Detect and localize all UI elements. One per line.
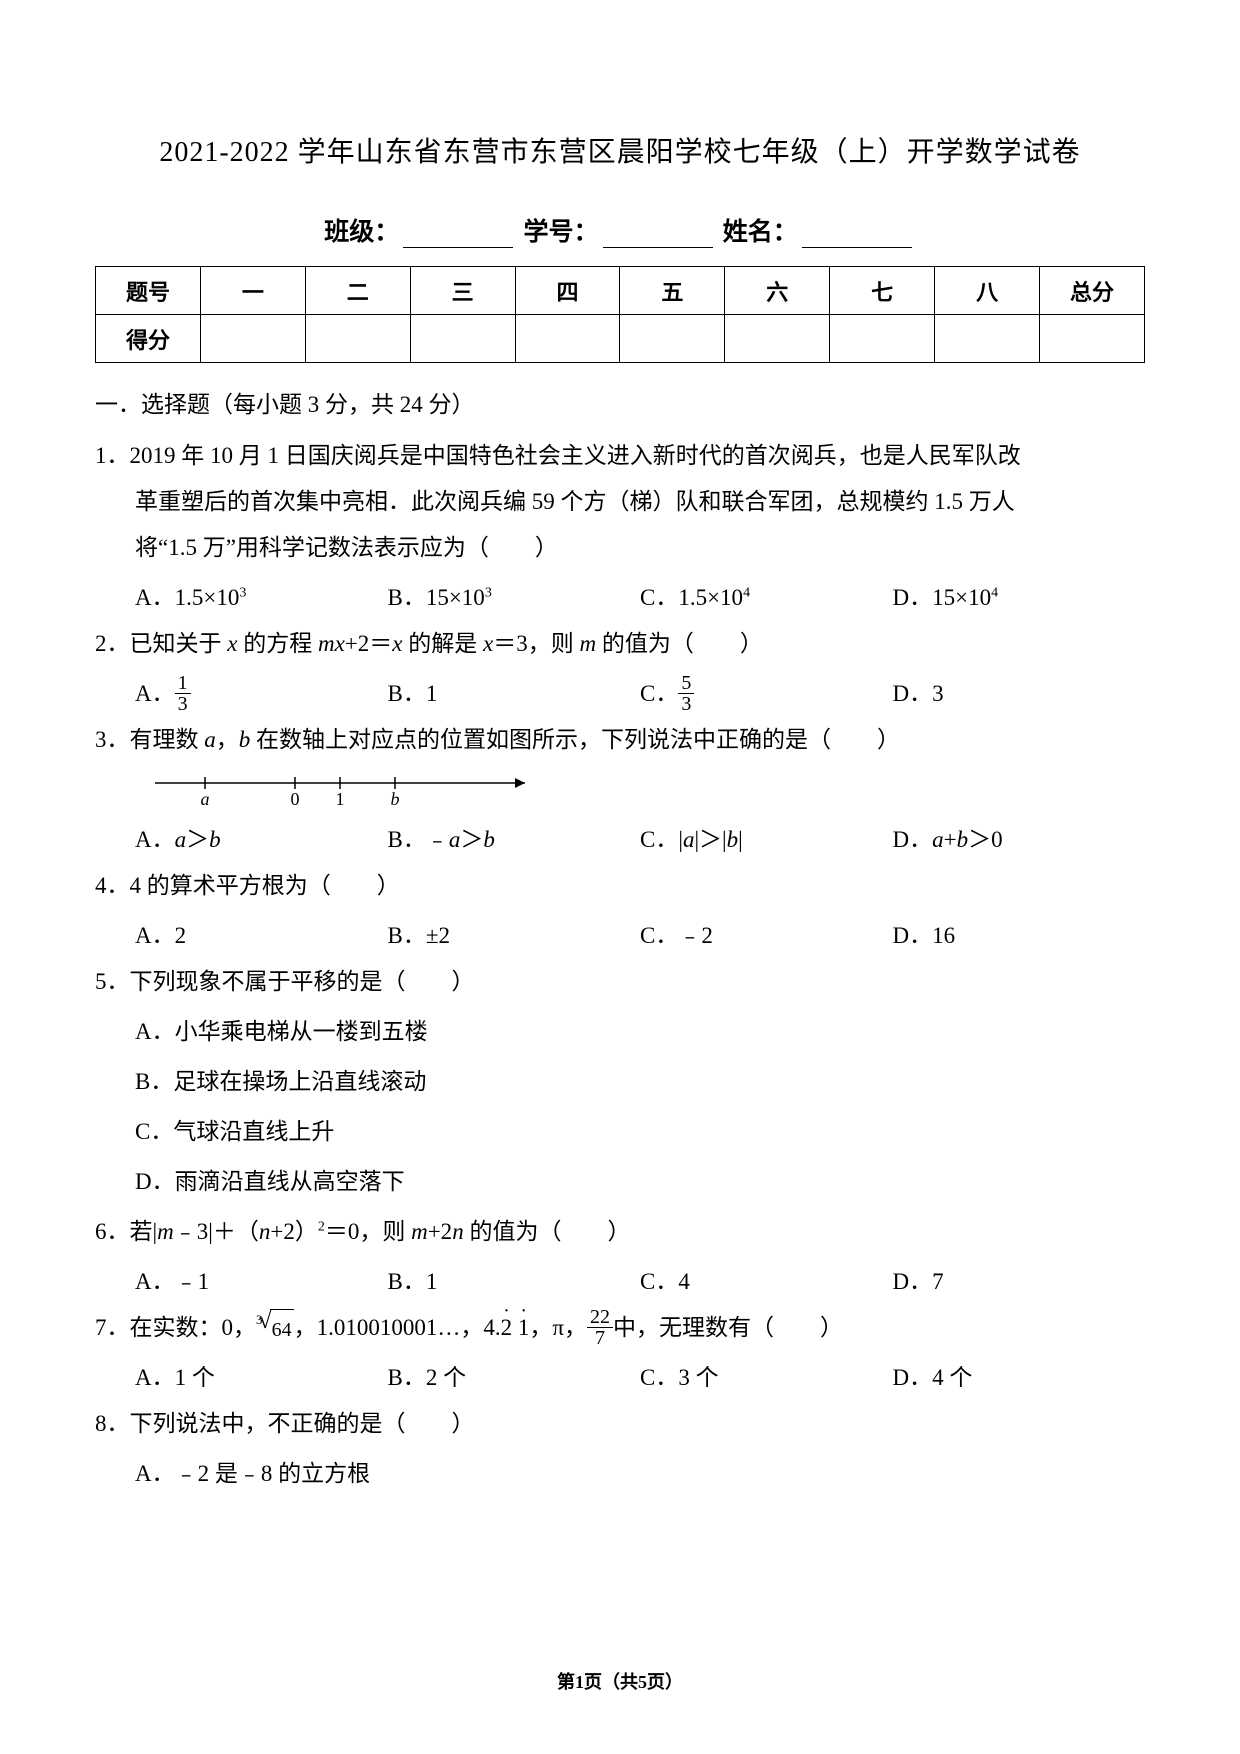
score-table: 题号 一 二 三 四 五 六 七 八 总分 得分 (95, 266, 1145, 363)
col-7: 七 (830, 267, 935, 315)
svg-text:a: a (201, 789, 210, 809)
svg-text:0: 0 (291, 789, 300, 809)
q1-opt-a: A．1.5×103 (135, 575, 388, 621)
score-cell[interactable] (1040, 315, 1145, 363)
question-6: 6．若|m﹣3|＋（n+2）2＝0，则 m+2n 的值为（ ） (95, 1209, 1145, 1255)
col-6: 六 (725, 267, 830, 315)
q7-options: A．1 个 B．2 个 C．3 个 D．4 个 (95, 1355, 1145, 1401)
col-5: 五 (620, 267, 725, 315)
q1-opt-c: C．1.5×104 (640, 575, 893, 621)
page-footer: 第1页（共5页） (0, 1668, 1240, 1694)
q2-opt-b: B．1 (388, 671, 641, 717)
q6-opt-c: C．4 (640, 1259, 893, 1305)
score-cell[interactable] (515, 315, 620, 363)
q6-opt-a: A．﹣1 (135, 1259, 388, 1305)
score-cell[interactable] (305, 315, 410, 363)
q3-opt-a: A．a＞b (135, 817, 388, 863)
number-line-figure: a 0 1 b (145, 771, 545, 811)
col-4: 四 (515, 267, 620, 315)
q5-opt-a: A．小华乘电梯从一楼到五楼 (95, 1009, 1145, 1055)
table-row: 题号 一 二 三 四 五 六 七 八 总分 (96, 267, 1145, 315)
q1-stem-line1: 1．2019 年 10 月 1 日国庆阅兵是中国特色社会主义进入新时代的首次阅兵… (95, 433, 1145, 479)
student-info-line: 班级： 学号： 姓名： (95, 212, 1145, 248)
q1-opt-b: B．15×103 (388, 575, 641, 621)
class-label: 班级： (324, 219, 399, 246)
q4-opt-d: D．16 (893, 913, 1146, 959)
q2-opt-d: D．3 (893, 671, 1146, 717)
q4-opt-b: B．±2 (388, 913, 641, 959)
question-3: 3．有理数 a，b 在数轴上对应点的位置如图所示，下列说法中正确的是（ ） (95, 717, 1145, 763)
sid-label: 学号： (523, 219, 598, 246)
q6-opt-d: D．7 (893, 1259, 1146, 1305)
name-label: 姓名： (723, 219, 798, 246)
q5-opt-c: C．气球沿直线上升 (95, 1109, 1145, 1155)
score-cell[interactable] (830, 315, 935, 363)
q2-options: A．13 B．1 C．53 D．3 (95, 671, 1145, 717)
exam-title: 2021-2022 学年山东省东营市东营区晨阳学校七年级（上）开学数学试卷 (95, 130, 1145, 170)
q7-opt-c: C．3 个 (640, 1355, 893, 1401)
q2-opt-a: A．13 (135, 671, 388, 717)
q7-opt-d: D．4 个 (893, 1355, 1146, 1401)
class-blank[interactable] (403, 247, 513, 248)
row-score-label: 得分 (96, 315, 201, 363)
question-2: 2．已知关于 x 的方程 mx+2＝x 的解是 x＝3，则 m 的值为（ ） (95, 621, 1145, 667)
col-8: 八 (935, 267, 1040, 315)
question-5: 5．下列现象不属于平移的是（ ） (95, 959, 1145, 1005)
q5-opt-d: D．雨滴沿直线从高空落下 (95, 1159, 1145, 1205)
q5-opt-b: B．足球在操场上沿直线滚动 (95, 1059, 1145, 1105)
score-cell[interactable] (935, 315, 1040, 363)
q1-opt-d: D．15×104 (893, 575, 1146, 621)
svg-text:b: b (391, 789, 400, 809)
col-2: 二 (305, 267, 410, 315)
name-blank[interactable] (802, 247, 912, 248)
q3-options: A．a＞b B．﹣a＞b C．|a|＞|b| D．a+b＞0 (95, 817, 1145, 863)
score-cell[interactable] (620, 315, 725, 363)
table-row: 得分 (96, 315, 1145, 363)
q4-options: A．2 B．±2 C．﹣2 D．16 (95, 913, 1145, 959)
col-label: 题号 (96, 267, 201, 315)
section-1-heading: 一．选择题（每小题 3 分，共 24 分） (95, 385, 1145, 419)
score-cell[interactable] (200, 315, 305, 363)
q1-stem-line3: 将“1.5 万”用科学记数法表示应为（ ） (95, 525, 1145, 571)
col-total: 总分 (1040, 267, 1145, 315)
q8-opt-a: A．﹣2 是﹣8 的立方根 (95, 1451, 1145, 1497)
question-8: 8．下列说法中，不正确的是（ ） (95, 1401, 1145, 1447)
q7-opt-a: A．1 个 (135, 1355, 388, 1401)
q3-opt-c: C．|a|＞|b| (640, 817, 893, 863)
q3-opt-b: B．﹣a＞b (388, 817, 641, 863)
q7-opt-b: B．2 个 (388, 1355, 641, 1401)
q3-opt-d: D．a+b＞0 (893, 817, 1146, 863)
col-3: 三 (410, 267, 515, 315)
score-cell[interactable] (725, 315, 830, 363)
q6-opt-b: B．1 (388, 1259, 641, 1305)
q1-stem-line2: 革重塑后的首次集中亮相．此次阅兵编 59 个方（梯）队和联合军团，总规模约 1.… (95, 479, 1145, 525)
q2-opt-c: C．53 (640, 671, 893, 717)
q4-opt-c: C．﹣2 (640, 913, 893, 959)
q1-options: A．1.5×103 B．15×103 C．1.5×104 D．15×104 (95, 575, 1145, 621)
question-4: 4．4 的算术平方根为（ ） (95, 863, 1145, 909)
score-cell[interactable] (410, 315, 515, 363)
q6-options: A．﹣1 B．1 C．4 D．7 (95, 1259, 1145, 1305)
q4-opt-a: A．2 (135, 913, 388, 959)
question-7: 7．在实数：0，3√64，1.010010001…，4.2 1，π，227中，无… (95, 1305, 1145, 1351)
col-1: 一 (200, 267, 305, 315)
svg-text:1: 1 (336, 789, 345, 809)
question-1: 1．2019 年 10 月 1 日国庆阅兵是中国特色社会主义进入新时代的首次阅兵… (95, 433, 1145, 571)
sid-blank[interactable] (603, 247, 713, 248)
